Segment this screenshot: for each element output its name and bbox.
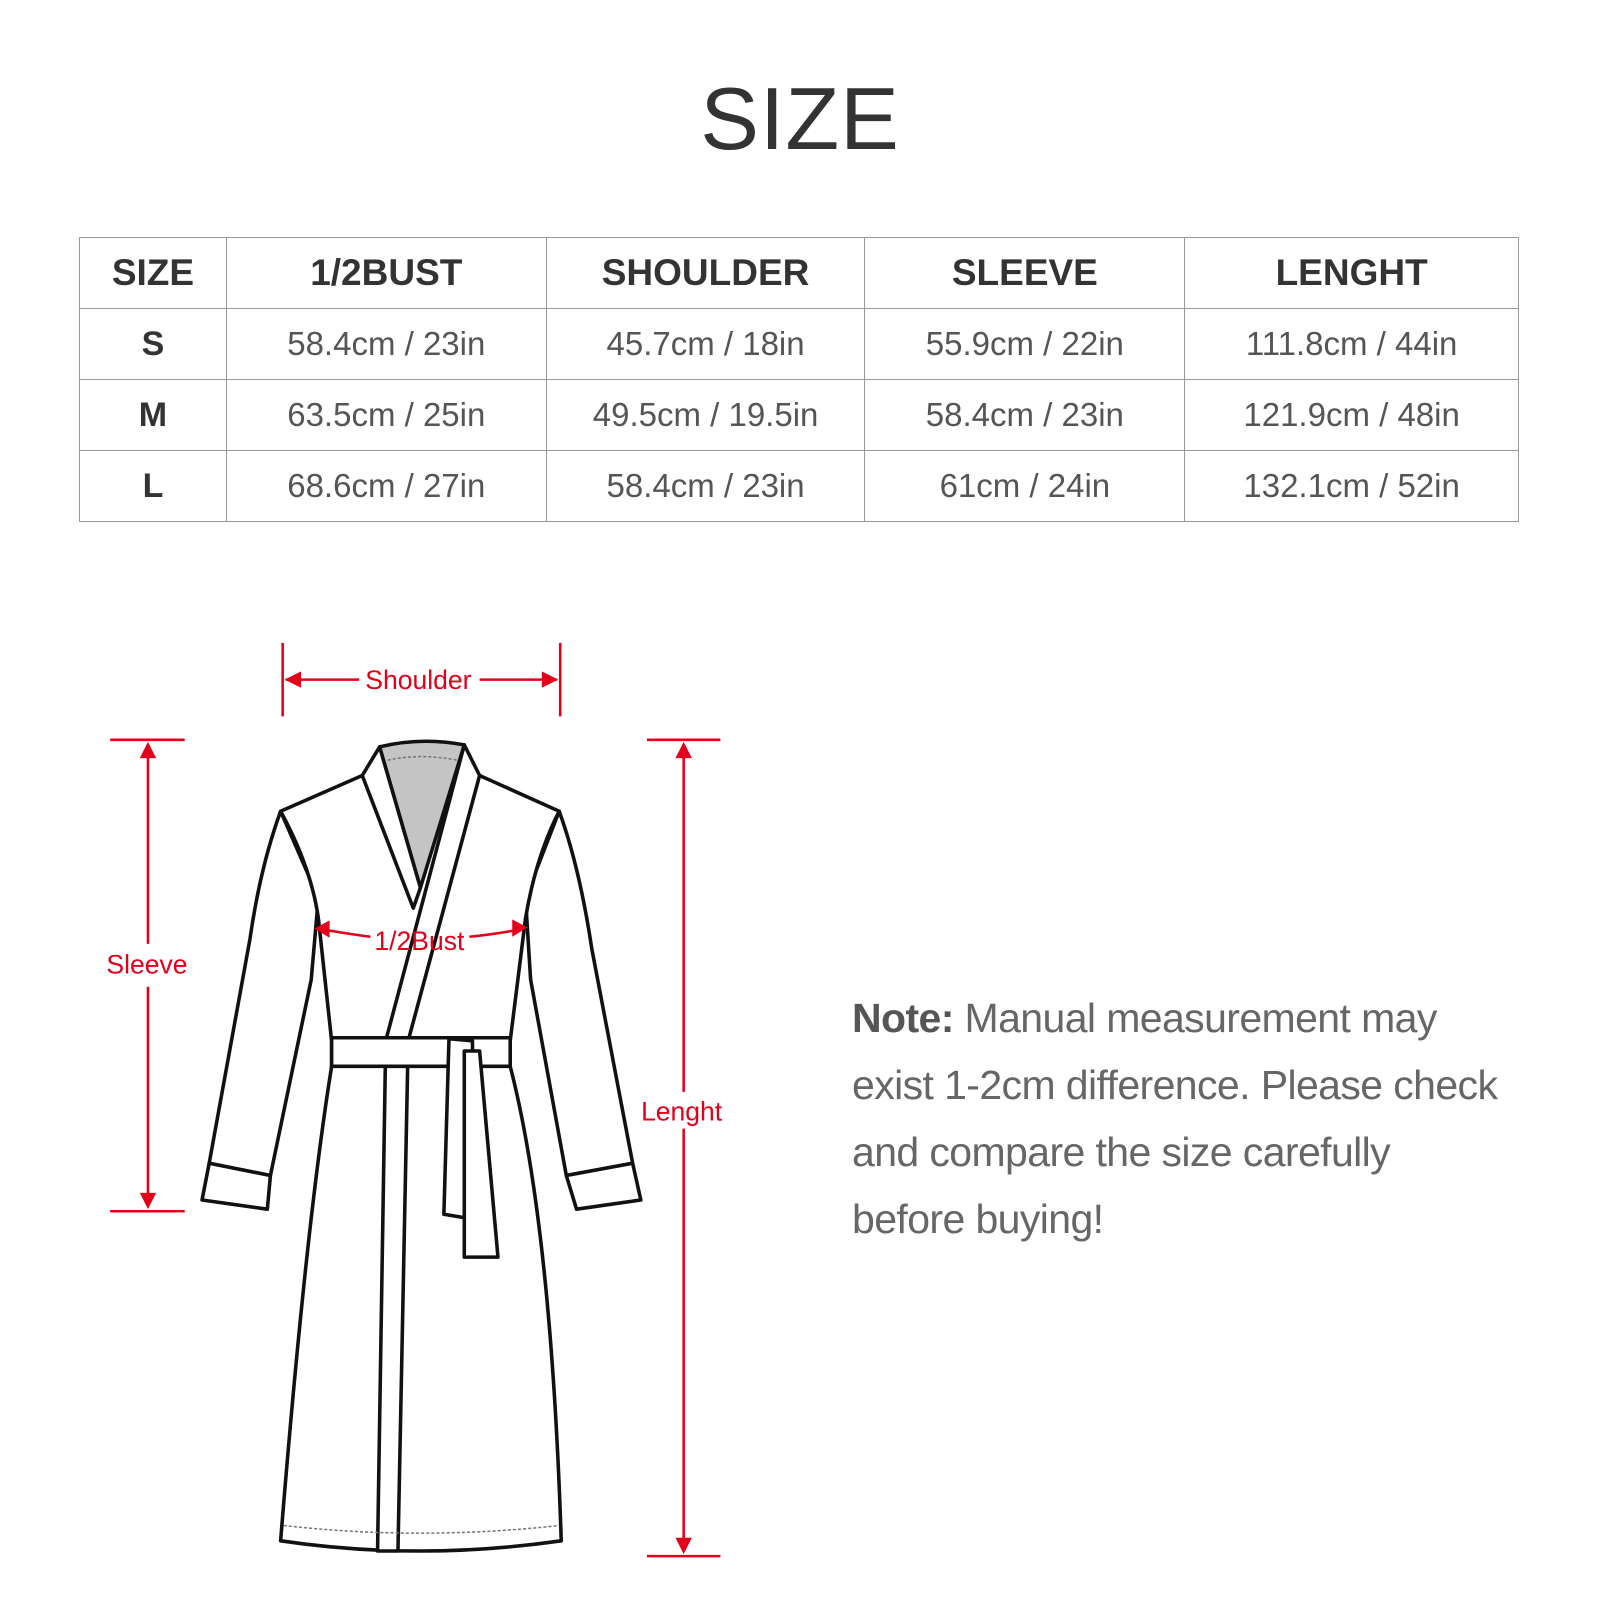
arrow-left-icon <box>284 671 302 688</box>
right-cuff <box>564 1161 643 1211</box>
table-row: M 63.5cm / 25in 49.5cm / 19.5in 58.4cm /… <box>79 379 1519 451</box>
size-cell: S <box>79 308 227 380</box>
arrow-down-icon <box>675 1537 692 1555</box>
table-cell: 58.4cm / 23in <box>225 308 547 380</box>
table-row: S 58.4cm / 23in 45.7cm / 18in 55.9cm / 2… <box>79 308 1519 380</box>
left-sleeve <box>207 809 321 1178</box>
bust-label: 1/2Bust <box>374 926 465 956</box>
robe-body <box>278 773 564 1553</box>
measurement-annotations: Shoulder Sleeve Lenght 1/2Bust <box>106 642 723 1558</box>
right-sleeve <box>523 809 635 1178</box>
table-header-row: SIZE 1/2BUST SHOULDER SLEEVE LENGHT <box>79 237 1519 309</box>
table-cell: 45.7cm / 18in <box>545 308 866 380</box>
shoulder-label: Shoulder <box>365 665 471 695</box>
size-table: SIZE 1/2BUST SHOULDER SLEEVE LENGHT S 58… <box>79 237 1519 522</box>
size-cell: M <box>79 379 227 451</box>
arrow-down-icon <box>139 1192 157 1210</box>
table-cell: 61cm / 24in <box>864 450 1186 522</box>
header-cell: LENGHT <box>1184 237 1519 309</box>
belt-tail <box>462 1049 500 1259</box>
header-cell: SIZE <box>79 237 227 309</box>
table-cell: 58.4cm / 23in <box>545 450 866 522</box>
arrow-right-icon <box>541 671 559 688</box>
table-cell: 111.8cm / 44in <box>1184 308 1519 380</box>
left-lapel <box>360 745 423 910</box>
arrow-left-icon <box>314 920 330 938</box>
robe-illustration <box>200 739 643 1553</box>
table-cell: 121.9cm / 48in <box>1184 379 1519 451</box>
belt <box>329 1035 512 1069</box>
arrow-up-icon <box>675 741 692 759</box>
left-cuff <box>200 1161 273 1211</box>
table-cell: 68.6cm / 27in <box>225 450 547 522</box>
length-label: Lenght <box>641 1096 723 1126</box>
arrow-right-icon <box>512 919 528 937</box>
note-label: Note: <box>852 995 954 1041</box>
note-body: Manual measurement may exist 1-2cm diffe… <box>852 995 1498 1242</box>
page-title: SIZE <box>700 69 900 168</box>
table-row: L 68.6cm / 27in 58.4cm / 23in 61cm / 24i… <box>79 450 1519 522</box>
table-cell: 58.4cm / 23in <box>864 379 1186 451</box>
header-cell: SLEEVE <box>864 237 1186 309</box>
table-cell: 132.1cm / 52in <box>1184 450 1519 522</box>
arrow-up-icon <box>139 741 157 759</box>
table-cell: 49.5cm / 19.5in <box>545 379 866 451</box>
table-cell: 63.5cm / 25in <box>225 379 547 451</box>
header-cell: SHOULDER <box>545 237 866 309</box>
note-text: Note: Manual measurement may exist 1-2cm… <box>852 985 1512 1253</box>
sleeve-label: Sleeve <box>106 949 187 979</box>
size-cell: L <box>79 450 227 522</box>
